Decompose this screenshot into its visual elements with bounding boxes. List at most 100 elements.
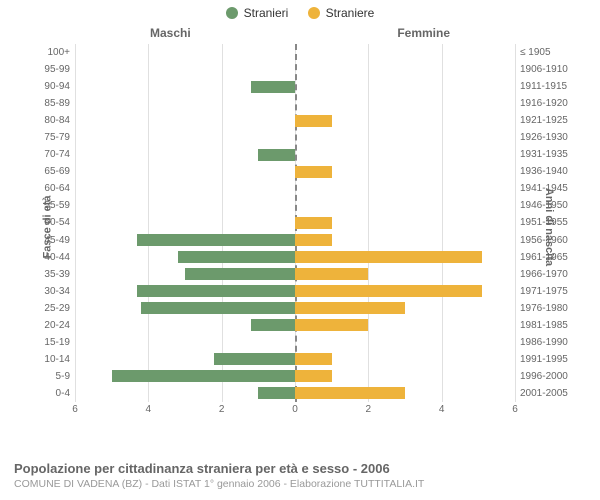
legend-dot-stranieri: [226, 7, 238, 19]
age-label: 45-49: [30, 235, 70, 246]
bar-row: 10-141991-1995: [75, 351, 515, 368]
birth-year-label: 1936-1940: [520, 166, 580, 177]
age-label: 35-39: [30, 269, 70, 280]
bar-rows: 100+≤ 190595-991906-191090-941911-191585…: [75, 44, 515, 402]
birth-year-label: 1976-1980: [520, 303, 580, 314]
bar-male: [137, 285, 295, 297]
birth-year-label: 1911-1915: [520, 81, 580, 92]
legend-dot-straniere: [308, 7, 320, 19]
bar-male: [185, 268, 295, 280]
bar-female: [295, 234, 332, 246]
bar-male: [214, 353, 295, 365]
age-label: 70-74: [30, 149, 70, 160]
birth-year-label: 1991-1995: [520, 354, 580, 365]
bar-row: 90-941911-1915: [75, 78, 515, 95]
chart-footer: Popolazione per cittadinanza straniera p…: [14, 461, 586, 490]
age-label: 30-34: [30, 286, 70, 297]
bar-row: 70-741931-1935: [75, 146, 515, 163]
column-header-left: Maschi: [150, 26, 191, 40]
bar-male: [258, 149, 295, 161]
bar-row: 25-291976-1980: [75, 300, 515, 317]
bar-female: [295, 285, 482, 297]
legend-label: Straniere: [326, 6, 375, 20]
birth-year-label: 1941-1945: [520, 183, 580, 194]
bar-female: [295, 217, 332, 229]
birth-year-label: 1961-1965: [520, 252, 580, 263]
x-tick-label: 6: [512, 404, 518, 415]
birth-year-label: 1906-1910: [520, 64, 580, 75]
age-label: 5-9: [30, 371, 70, 382]
bar-female: [295, 251, 482, 263]
bar-male: [141, 302, 295, 314]
bar-row: 5-91996-2000: [75, 368, 515, 385]
bar-female: [295, 387, 405, 399]
bar-row: 30-341971-1975: [75, 283, 515, 300]
age-label: 65-69: [30, 166, 70, 177]
x-tick-label: 4: [439, 404, 445, 415]
age-label: 55-59: [30, 200, 70, 211]
age-label: 95-99: [30, 64, 70, 75]
birth-year-label: 1971-1975: [520, 286, 580, 297]
bar-female: [295, 166, 332, 178]
bar-male: [258, 387, 295, 399]
bar-row: 55-591946-1950: [75, 197, 515, 214]
bar-row: 100+≤ 1905: [75, 44, 515, 61]
plot-area: 100+≤ 190595-991906-191090-941911-191585…: [75, 44, 515, 402]
age-label: 50-54: [30, 217, 70, 228]
bar-male: [112, 370, 295, 382]
birth-year-label: 1981-1985: [520, 320, 580, 331]
birth-year-label: 1921-1925: [520, 115, 580, 126]
x-tick-label: 0: [292, 404, 298, 415]
age-label: 0-4: [30, 388, 70, 399]
bar-row: 50-541951-1955: [75, 214, 515, 231]
bar-row: 35-391966-1970: [75, 266, 515, 283]
birth-year-label: ≤ 1905: [520, 47, 580, 58]
age-label: 25-29: [30, 303, 70, 314]
birth-year-label: 1916-1920: [520, 98, 580, 109]
bar-male: [251, 319, 295, 331]
bar-female: [295, 353, 332, 365]
bar-row: 95-991906-1910: [75, 61, 515, 78]
bar-row: 75-791926-1930: [75, 129, 515, 146]
bar-row: 20-241981-1985: [75, 317, 515, 334]
x-axis: 6 4 2 0 2 4 6: [75, 404, 515, 418]
chart-area: Maschi Femmine Fasce di età Anni di nasc…: [10, 22, 590, 432]
age-label: 80-84: [30, 115, 70, 126]
bar-row: 60-641941-1945: [75, 180, 515, 197]
birth-year-label: 1986-1990: [520, 337, 580, 348]
legend-item-stranieri: Stranieri: [226, 6, 289, 20]
age-label: 40-44: [30, 252, 70, 263]
bar-row: 0-42001-2005: [75, 385, 515, 402]
bar-female: [295, 302, 405, 314]
x-tick-label: 4: [146, 404, 152, 415]
birth-year-label: 2001-2005: [520, 388, 580, 399]
bar-row: 80-841921-1925: [75, 112, 515, 129]
birth-year-label: 1931-1935: [520, 149, 580, 160]
birth-year-label: 1951-1955: [520, 217, 580, 228]
bar-male: [137, 234, 295, 246]
column-header-right: Femmine: [397, 26, 450, 40]
age-label: 20-24: [30, 320, 70, 331]
legend-label: Stranieri: [244, 6, 289, 20]
bar-female: [295, 370, 332, 382]
age-label: 90-94: [30, 81, 70, 92]
bar-female: [295, 115, 332, 127]
chart-source: COMUNE DI VADENA (BZ) - Dati ISTAT 1° ge…: [14, 478, 586, 490]
age-label: 100+: [30, 47, 70, 58]
x-tick-label: 2: [366, 404, 372, 415]
bar-row: 45-491956-1960: [75, 232, 515, 249]
bar-row: 65-691936-1940: [75, 163, 515, 180]
bar-row: 85-891916-1920: [75, 95, 515, 112]
chart-legend: Stranieri Straniere: [0, 0, 600, 22]
x-tick-label: 2: [219, 404, 225, 415]
age-label: 75-79: [30, 132, 70, 143]
birth-year-label: 1966-1970: [520, 269, 580, 280]
bar-female: [295, 268, 368, 280]
legend-item-straniere: Straniere: [308, 6, 375, 20]
chart-title: Popolazione per cittadinanza straniera p…: [14, 461, 586, 476]
bar-row: 40-441961-1965: [75, 249, 515, 266]
age-label: 60-64: [30, 183, 70, 194]
age-label: 10-14: [30, 354, 70, 365]
age-label: 85-89: [30, 98, 70, 109]
x-tick-label: 6: [72, 404, 78, 415]
